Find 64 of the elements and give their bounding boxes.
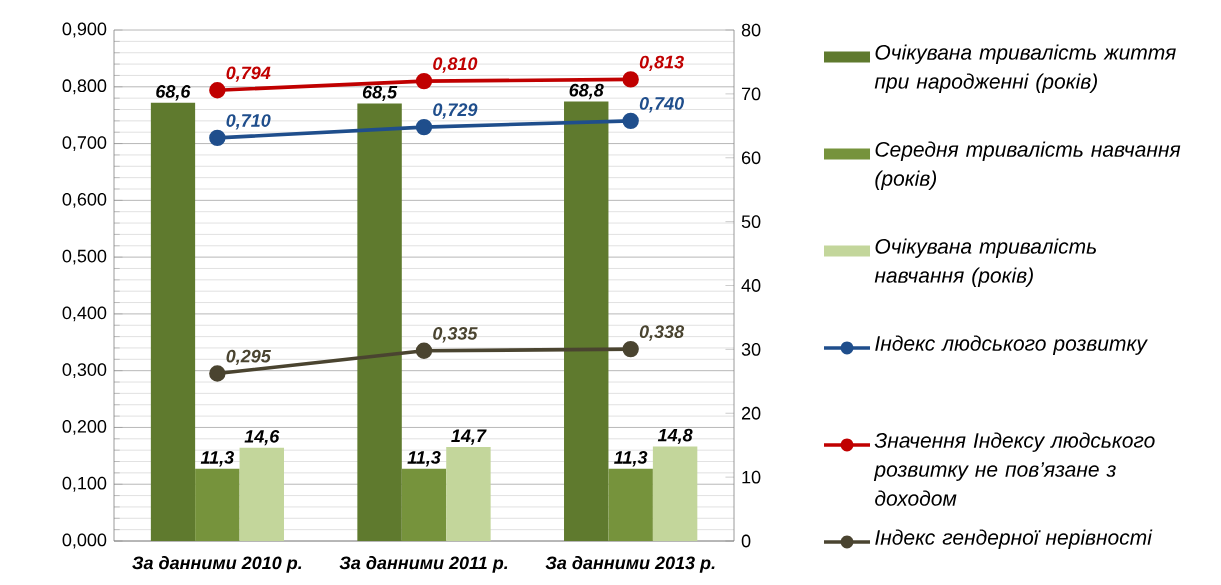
y-tick-label: 0,500 <box>62 249 107 265</box>
data-label: 0,335 <box>433 327 478 343</box>
y2-tick-label: 40 <box>741 279 761 292</box>
data-label: 68,5 <box>362 85 398 102</box>
data-label: 0,338 <box>639 325 685 341</box>
data-label: 68,6 <box>156 85 191 101</box>
y-tick-label: 0,400 <box>62 306 107 322</box>
bar <box>401 468 447 541</box>
bar <box>195 468 240 541</box>
point <box>415 342 433 359</box>
y-tick-label: 0,200 <box>62 420 107 435</box>
data-label: 14,6 <box>244 429 280 446</box>
y-tick-label: 0,300 <box>62 363 107 379</box>
point <box>209 129 226 147</box>
legend-label: Очікувана тривалість навчання (років) <box>874 238 1096 287</box>
data-label: 68,8 <box>569 83 604 100</box>
data-label: 0,729 <box>433 103 478 119</box>
point <box>209 365 226 382</box>
data-label: 0,295 <box>226 349 271 366</box>
y2-tick-label: 0 <box>741 534 751 548</box>
bar <box>150 102 196 541</box>
y2-tick-label: 60 <box>741 151 761 165</box>
bar <box>239 447 284 541</box>
y2-tick-label: 50 <box>741 215 761 229</box>
point <box>622 71 639 88</box>
y-tick-label: 0,800 <box>62 79 107 95</box>
data-label: 14,7 <box>451 429 487 445</box>
data-label: 0,710 <box>226 114 271 130</box>
bar <box>608 468 653 541</box>
y2-tick-label: 20 <box>741 406 761 420</box>
data-label: 0,813 <box>639 55 684 72</box>
y2-tick-label: 80 <box>741 23 761 37</box>
data-label: 11,3 <box>614 451 648 467</box>
bar <box>652 446 698 541</box>
bar <box>357 103 402 541</box>
point <box>622 112 639 130</box>
y-tick-label: 0,600 <box>62 192 107 208</box>
legend-label: Індекс гендерної нерівності <box>875 529 1153 549</box>
x-tick-label: За данними 2010 р. <box>132 556 302 573</box>
data-label: 0,740 <box>639 97 684 113</box>
point <box>415 72 433 90</box>
point <box>415 118 433 136</box>
legend-label: Середня тривалість навчання (років) <box>875 141 1181 190</box>
bar <box>564 101 609 541</box>
data-label: 0,794 <box>226 66 271 82</box>
data-label: 0,810 <box>433 57 478 73</box>
y-tick-label: 0,700 <box>62 136 107 151</box>
point <box>209 82 226 99</box>
y2-tick-label: 70 <box>741 87 761 101</box>
data-label: 11,3 <box>407 451 441 467</box>
data-label: 14,8 <box>657 428 693 445</box>
y-tick-label: 0,900 <box>62 22 107 38</box>
y-tick-label: 0,100 <box>62 476 107 492</box>
x-tick-label: За данними 2011 р. <box>339 556 508 573</box>
y2-tick-label: 30 <box>741 343 761 356</box>
point <box>622 340 639 358</box>
y2-tick-label: 10 <box>742 470 761 484</box>
legend-label: Очікувана тривалість життя при народженні (років) <box>874 44 1176 93</box>
x-tick-label: За данними 2013 р. <box>545 556 715 573</box>
bar <box>446 447 491 541</box>
data-label: 11,3 <box>200 451 234 467</box>
y-tick-label: 0,000 <box>62 533 107 549</box>
legend-label: Значення Індексу людського розвитку не пов’язане з доходом <box>873 432 1155 506</box>
legend-label: Індекс людського розвитку <box>875 335 1148 355</box>
